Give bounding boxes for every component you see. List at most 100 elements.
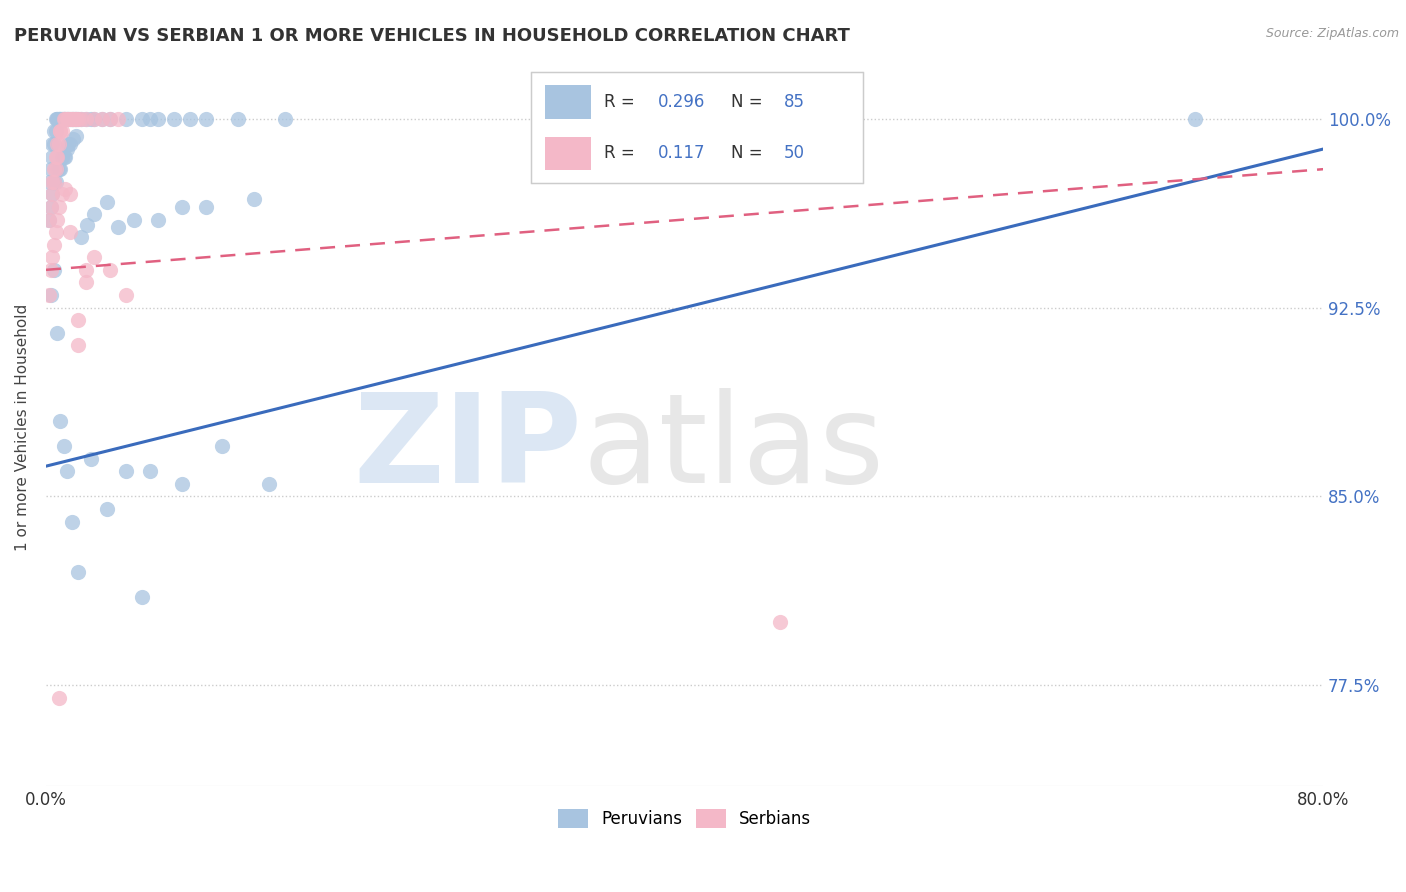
Point bbox=[41, 175, 63, 189]
Point bbox=[226, 112, 249, 126]
Point bbox=[98, 112, 121, 126]
Point bbox=[48, 112, 70, 126]
Point bbox=[53, 182, 76, 196]
Point bbox=[79, 451, 101, 466]
Point bbox=[63, 112, 86, 126]
Point bbox=[52, 150, 75, 164]
Point bbox=[769, 615, 792, 630]
Point bbox=[49, 112, 72, 126]
Point bbox=[52, 112, 75, 126]
Point bbox=[60, 515, 83, 529]
Point bbox=[53, 150, 76, 164]
Point bbox=[131, 112, 153, 126]
Point bbox=[259, 476, 281, 491]
Point bbox=[66, 313, 89, 327]
Point bbox=[65, 112, 87, 126]
Point bbox=[58, 136, 80, 151]
Point bbox=[46, 112, 69, 126]
Point bbox=[170, 200, 193, 214]
Point bbox=[62, 112, 84, 126]
Point bbox=[90, 112, 112, 126]
Point bbox=[242, 193, 264, 207]
Point bbox=[55, 142, 77, 156]
Text: ZIP: ZIP bbox=[354, 388, 582, 509]
Point bbox=[49, 124, 72, 138]
Point bbox=[122, 212, 145, 227]
Point bbox=[45, 150, 67, 164]
Point bbox=[38, 212, 60, 227]
Point bbox=[146, 112, 169, 126]
Point bbox=[48, 136, 70, 151]
Point bbox=[114, 112, 136, 126]
Point bbox=[75, 263, 97, 277]
Point bbox=[83, 112, 105, 126]
Point bbox=[211, 439, 233, 453]
Point bbox=[83, 207, 105, 221]
Point bbox=[96, 194, 118, 209]
Point bbox=[52, 439, 75, 453]
Point bbox=[42, 263, 65, 277]
Point bbox=[63, 112, 86, 126]
Point bbox=[46, 136, 69, 151]
Point bbox=[66, 112, 89, 126]
Point bbox=[59, 187, 82, 202]
Point bbox=[48, 200, 70, 214]
Point bbox=[75, 276, 97, 290]
Point bbox=[41, 187, 63, 202]
Point bbox=[49, 414, 72, 428]
Point bbox=[39, 200, 62, 214]
Point bbox=[70, 112, 93, 126]
Point bbox=[114, 288, 136, 302]
Point bbox=[55, 464, 77, 478]
Point bbox=[59, 136, 82, 151]
Point bbox=[51, 112, 73, 126]
Point bbox=[46, 112, 69, 126]
Point bbox=[42, 162, 65, 177]
Point bbox=[58, 112, 80, 126]
Point bbox=[59, 112, 82, 126]
Point bbox=[58, 112, 80, 126]
Text: PERUVIAN VS SERBIAN 1 OR MORE VEHICLES IN HOUSEHOLD CORRELATION CHART: PERUVIAN VS SERBIAN 1 OR MORE VEHICLES I… bbox=[14, 27, 851, 45]
Point bbox=[42, 237, 65, 252]
Point bbox=[46, 150, 69, 164]
Point bbox=[60, 112, 83, 126]
Text: atlas: atlas bbox=[582, 388, 884, 509]
Point bbox=[62, 112, 84, 126]
Point bbox=[45, 175, 67, 189]
Point bbox=[46, 326, 69, 340]
Point bbox=[41, 136, 63, 151]
Point bbox=[79, 112, 101, 126]
Point bbox=[274, 112, 297, 126]
Point bbox=[179, 112, 201, 126]
Point bbox=[70, 230, 93, 244]
Point bbox=[83, 250, 105, 264]
Point bbox=[52, 112, 75, 126]
Point bbox=[60, 112, 83, 126]
Point bbox=[55, 112, 77, 126]
Text: Source: ZipAtlas.com: Source: ZipAtlas.com bbox=[1265, 27, 1399, 40]
Point bbox=[59, 112, 82, 126]
Point bbox=[42, 175, 65, 189]
Point bbox=[45, 112, 67, 126]
Point bbox=[131, 590, 153, 604]
Point bbox=[45, 162, 67, 177]
Point bbox=[75, 112, 97, 126]
Point bbox=[90, 112, 112, 126]
Point bbox=[41, 187, 63, 202]
Point bbox=[70, 112, 93, 126]
Point bbox=[39, 288, 62, 302]
Point bbox=[163, 112, 186, 126]
Point bbox=[53, 112, 76, 126]
Legend: Peruvians, Serbians: Peruvians, Serbians bbox=[551, 802, 818, 835]
Point bbox=[51, 150, 73, 164]
Point bbox=[76, 218, 98, 232]
Point bbox=[52, 112, 75, 126]
Point bbox=[65, 129, 87, 144]
Point bbox=[66, 338, 89, 352]
Point bbox=[48, 162, 70, 177]
Point bbox=[1184, 112, 1206, 126]
Point bbox=[49, 162, 72, 177]
Point bbox=[66, 565, 89, 579]
Point bbox=[42, 136, 65, 151]
Point bbox=[38, 175, 60, 189]
